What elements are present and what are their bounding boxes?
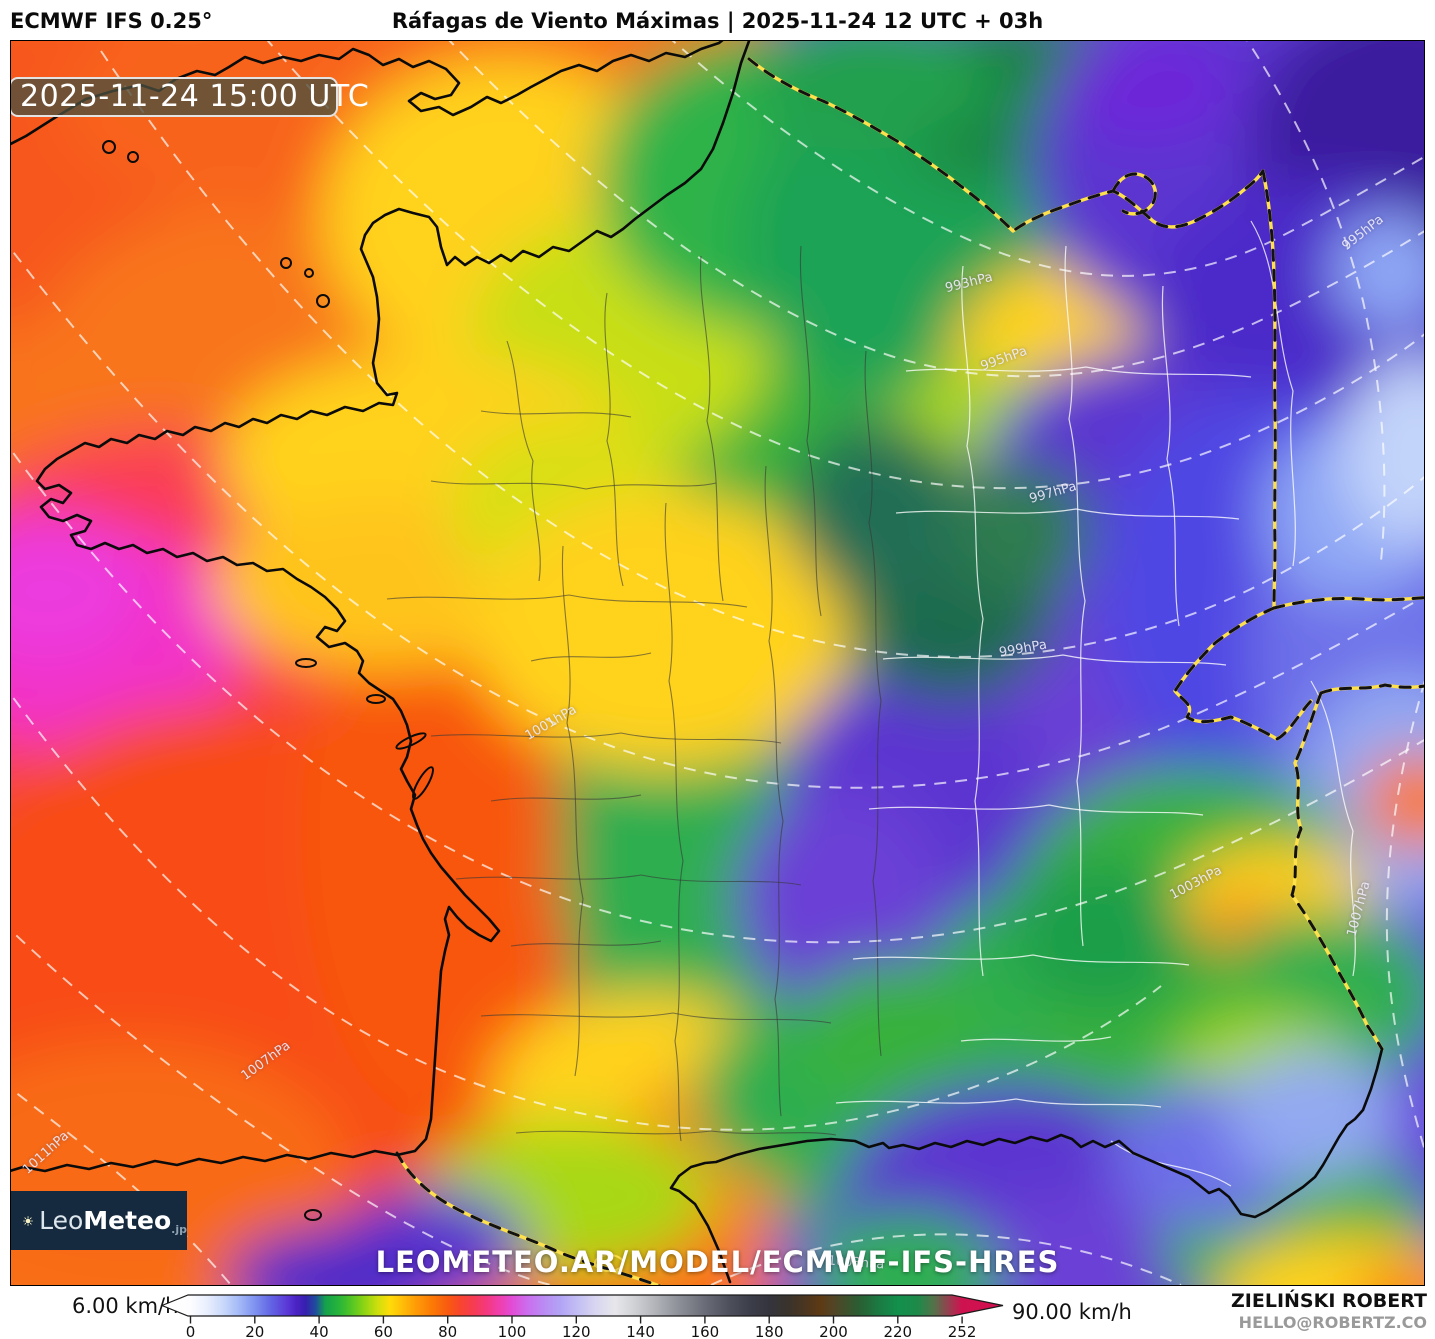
colorbar: 0 20 40 60 80 100 120 140 160 180 200 220 252 — [160, 1294, 1004, 1339]
timestamp-overlay: 2025-11-24 15:00 UTC — [11, 77, 369, 117]
colorbar-tick-label: 180 — [755, 1323, 784, 1339]
logo-suffix: .jp — [171, 1223, 187, 1236]
colorbar-tick-label: 120 — [562, 1323, 591, 1339]
colorbar-tick-label: 220 — [883, 1323, 912, 1339]
colorbar-min-label: 6.00 km/h — [72, 1294, 179, 1318]
logo-text-meteo: Meteo — [83, 1206, 172, 1235]
sun-icon — [23, 1215, 33, 1226]
coastlines — [11, 41, 1384, 1284]
watermark: LEOMETEO.AR/MODEL/ECMWF-IFS-HRES — [375, 1245, 1060, 1279]
colorbar-tick-label: 80 — [438, 1323, 457, 1339]
colorbar-tick-label: 100 — [498, 1323, 527, 1339]
page-title: Ráfagas de Viento Máximas | 2025-11-24 1… — [391, 9, 1044, 33]
colorbar-ticks: 0 20 40 60 80 100 120 140 160 180 200 220 252 — [186, 1316, 977, 1339]
colorbar-tick-label: 140 — [626, 1323, 655, 1339]
colorbar-tick-label: 160 — [691, 1323, 720, 1339]
colorbar-tick-label: 252 — [948, 1323, 977, 1339]
department-borders-east — [835, 220, 1356, 1187]
isobar-lines — [11, 41, 1424, 1285]
colorbar-gradient-arrow — [160, 1294, 1004, 1317]
wind-field-graphic — [11, 41, 1424, 1285]
colorbar-tick-label: 20 — [245, 1323, 264, 1339]
colorbar-tick-label: 200 — [819, 1323, 848, 1339]
colorbar-tick-label: 60 — [374, 1323, 393, 1339]
islands — [102, 140, 434, 1221]
footer-bar: 6.00 km/h 0 20 40 60 80 100 120 140 160 180 200 220… — [0, 1287, 1435, 1339]
country-borders — [395, 57, 1424, 1285]
header-bar: ECMWF IFS 0.25° Ráfagas de Viento Máxima… — [0, 0, 1435, 40]
weather-map: 993hPa 995hPa 995hPa 997hPa 999hPa 1001hPa 100… — [10, 40, 1425, 1286]
model-label: ECMWF IFS 0.25° — [10, 9, 213, 33]
attribution-name: ZIELIŃSKI ROBERT — [1231, 1290, 1427, 1312]
department-borders-west — [386, 245, 882, 1142]
logo-text-leo: Leo — [39, 1206, 84, 1235]
leometeo-logo: Leo Meteo .jp — [11, 1191, 187, 1250]
colorbar-tick-label: 40 — [310, 1323, 329, 1339]
attribution-email: HELLO@ROBERTZ.CO — [1238, 1313, 1427, 1332]
colorbar-max-label: 90.00 km/h — [1012, 1300, 1132, 1324]
colorbar-tick-label: 0 — [186, 1323, 196, 1339]
